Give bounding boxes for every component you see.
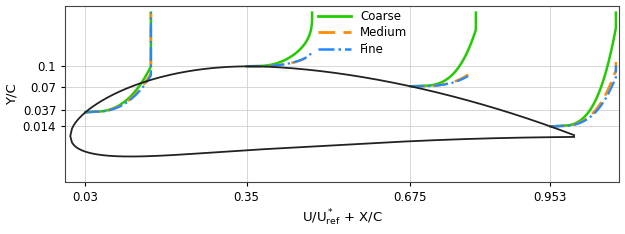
X-axis label: U/U$^*_\mathrm{ref}$ + X/C: U/U$^*_\mathrm{ref}$ + X/C (302, 208, 382, 228)
Y-axis label: Y/C: Y/C (6, 83, 19, 105)
Legend: Coarse, Medium, Fine: Coarse, Medium, Fine (318, 10, 408, 56)
